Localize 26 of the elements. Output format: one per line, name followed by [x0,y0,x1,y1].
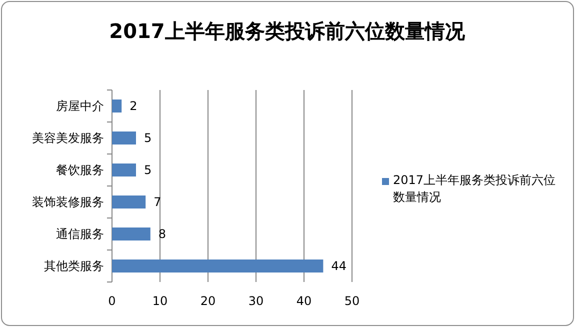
data-label: 5 [144,163,152,177]
legend-label: 2017上半年服务类投诉前六位数量情况 [393,172,557,206]
x-tick-label: 50 [344,294,360,308]
bar [112,100,122,112]
x-tick-label: 20 [200,294,216,308]
x-tick-label: 10 [152,294,168,308]
y-tick-label: 美容美发服务 [32,131,104,145]
y-tick-label: 装饰装修服务 [32,195,104,209]
data-label: 8 [158,227,166,241]
bar [112,164,136,176]
bar [112,132,136,144]
bar [112,196,146,208]
chart-title: 2017上半年服务类投诉前六位数量情况 [109,19,466,43]
y-tick-label: 房屋中介 [56,99,104,113]
y-tick-label: 餐饮服务 [56,163,104,177]
data-label: 5 [144,131,152,145]
x-tick-label: 30 [248,294,264,308]
data-label: 2 [130,99,138,113]
bar [112,260,324,272]
data-label: 44 [331,259,346,273]
data-label: 7 [154,195,162,209]
x-tick-label: 40 [296,294,312,308]
bar [112,228,150,240]
y-tick-label: 通信服务 [56,227,104,241]
y-tick-label: 其他类服务 [44,259,104,273]
x-tick-label: 0 [108,294,116,308]
